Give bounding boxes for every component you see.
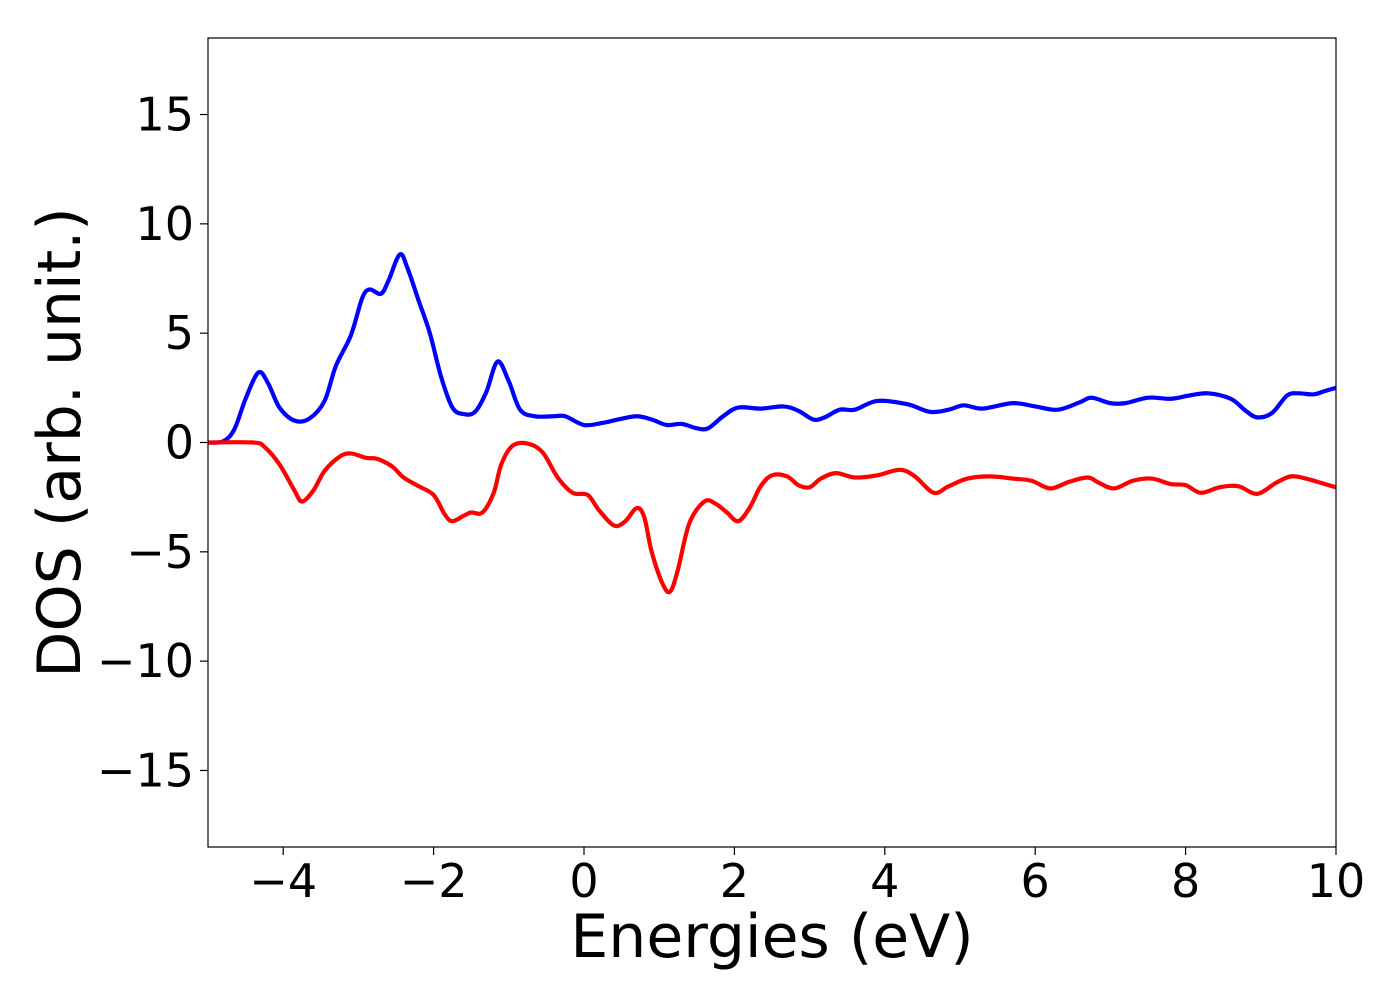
y-tick-label: −5 [126,525,194,579]
series-line-2 [208,440,1336,595]
x-tick-label: 8 [1171,854,1200,908]
plot-frame [207,37,1337,848]
y-tick-label: 0 [165,416,194,470]
series-layer [208,251,1336,595]
y-tick-label: −10 [97,634,194,688]
y-tick-label: 10 [135,197,194,251]
x-axis-label: Energies (eV) [570,902,973,972]
x-tick-label: 4 [870,854,899,908]
y-tick-label: 15 [135,88,194,142]
y-axis-label: DOS (arb. unit.) [25,207,95,677]
x-tick-label: 6 [1021,854,1050,908]
y-tick-label: −15 [97,743,194,797]
x-tick-label: −2 [400,854,468,908]
x-tick-label: 10 [1307,854,1366,908]
x-tick-label: −4 [249,854,317,908]
series-line-1 [208,251,1336,445]
ticks-layer: −4 −2 0 2 4 6 8 10 −15 −10 −5 0 5 10 15 [97,88,1365,908]
x-tick-label: 0 [569,854,598,908]
y-tick-label: 5 [165,306,194,360]
x-tick-label: 2 [720,854,749,908]
